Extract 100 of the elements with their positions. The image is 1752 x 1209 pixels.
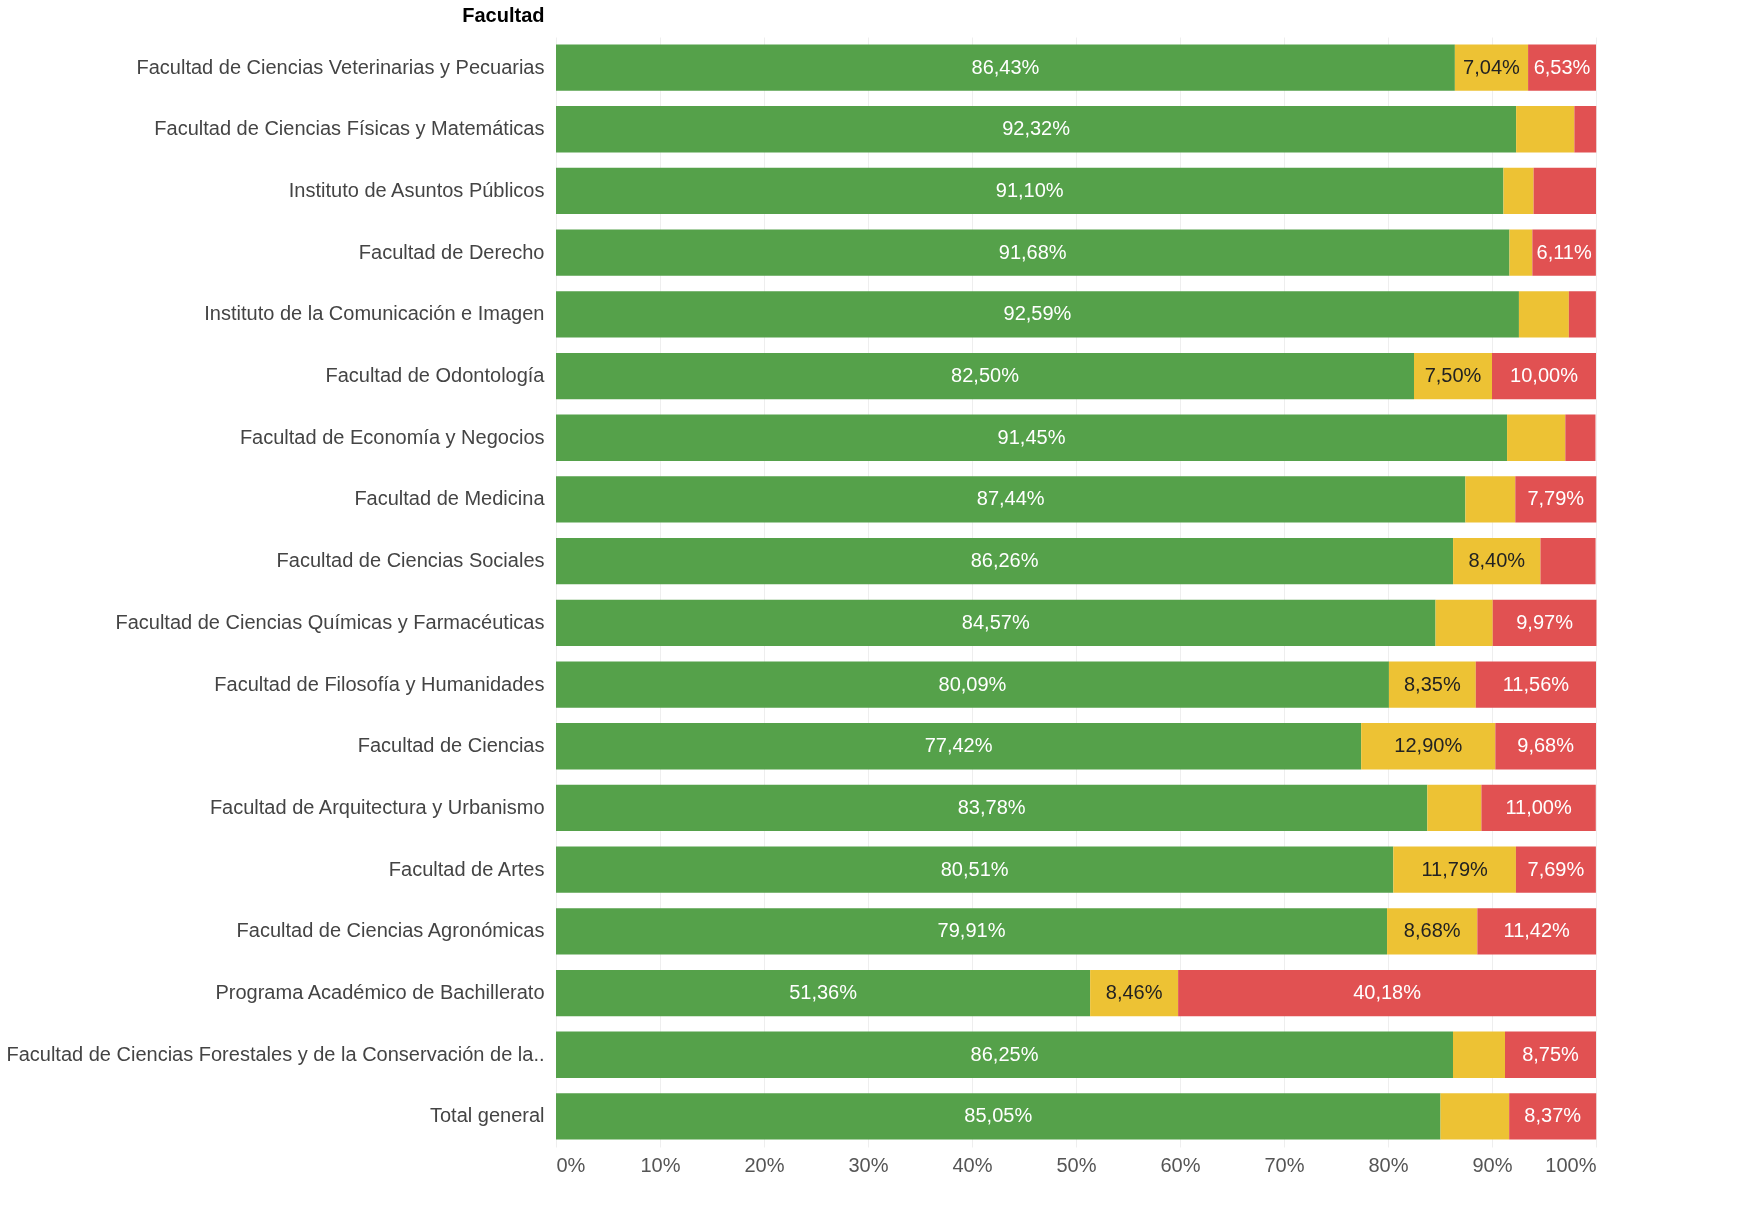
bar xyxy=(1533,167,1596,215)
bar xyxy=(556,352,1414,400)
bar xyxy=(1361,723,1496,770)
data-label: 6,53% xyxy=(1533,55,1591,78)
data-label: 86,25% xyxy=(970,1042,1039,1065)
bar xyxy=(1518,291,1569,338)
data-label: 8,37% xyxy=(1524,1104,1582,1127)
y-tick-label: Instituto de la Comunicación e Imagen xyxy=(204,302,545,325)
data-label: 86,26% xyxy=(970,549,1039,572)
bar xyxy=(556,661,1389,708)
data-label: 92,32% xyxy=(1002,117,1071,140)
bar xyxy=(1495,723,1596,770)
x-tick-label: 60% xyxy=(1160,1153,1201,1176)
bar xyxy=(1505,1031,1596,1078)
bar xyxy=(556,784,1428,832)
x-tick-label: 0% xyxy=(556,1153,586,1176)
y-tick-label: Facultad de Ciencias xyxy=(357,734,545,757)
bar xyxy=(1435,599,1493,646)
y-tick-label: Facultad de Ciencias Sociales xyxy=(276,549,545,572)
data-label: 80,51% xyxy=(940,857,1009,880)
data-label: 85,05% xyxy=(964,1104,1033,1127)
data-label: 7,04% xyxy=(1463,55,1521,78)
bar xyxy=(1477,908,1597,955)
data-label: 11,79% xyxy=(1421,857,1488,880)
data-label: 9,97% xyxy=(1516,610,1574,633)
data-label: 80,09% xyxy=(938,672,1007,695)
data-label: 91,68% xyxy=(998,240,1067,263)
data-label: 11,56% xyxy=(1502,672,1570,695)
bar xyxy=(1509,229,1533,276)
y-tick-label: Facultad de Filosofía y Humanidades xyxy=(214,672,545,695)
x-tick-label: 70% xyxy=(1264,1153,1305,1176)
x-tick-label: 20% xyxy=(744,1153,785,1176)
data-label: 77,42% xyxy=(924,734,993,757)
bar xyxy=(1540,538,1596,585)
y-tick-label: Facultad de Economía y Negocios xyxy=(239,425,545,448)
y-tick-label: Facultad de Derecho xyxy=(358,240,545,263)
bar xyxy=(1454,44,1529,91)
bar xyxy=(1481,784,1596,832)
bar xyxy=(556,723,1362,770)
bar xyxy=(1565,414,1596,461)
bar xyxy=(556,44,1455,91)
data-label: 79,91% xyxy=(937,919,1006,942)
bar xyxy=(1453,1031,1505,1078)
data-label: 86,43% xyxy=(971,55,1040,78)
bar xyxy=(1503,167,1534,215)
bar xyxy=(1393,846,1516,893)
data-label: 8,68% xyxy=(1403,919,1461,942)
x-tick-label: 80% xyxy=(1368,1153,1409,1176)
bar xyxy=(556,106,1517,153)
bar xyxy=(556,599,1436,646)
data-label: 7,79% xyxy=(1527,487,1585,510)
y-axis-title: Facultad xyxy=(462,3,545,26)
bar xyxy=(556,538,1454,585)
data-label: 7,50% xyxy=(1424,364,1482,387)
bar xyxy=(556,476,1466,523)
data-label: 11,00% xyxy=(1505,795,1572,818)
bar xyxy=(556,1093,1441,1140)
y-tick-label: Facultad de Arquitectura y Urbanismo xyxy=(209,795,545,818)
x-tick-label: 40% xyxy=(952,1153,993,1176)
bar xyxy=(1178,969,1596,1017)
data-label: 9,68% xyxy=(1517,734,1575,757)
data-label: 8,75% xyxy=(1522,1042,1580,1065)
data-label: 6,11% xyxy=(1536,240,1592,263)
bar xyxy=(1475,661,1596,708)
bar xyxy=(556,414,1508,461)
y-tick-label: Facultad de Ciencias Forestales y de la Conservación de la.. xyxy=(6,1042,545,1065)
data-label: 84,57% xyxy=(961,610,1030,633)
data-label: 92,59% xyxy=(1003,302,1072,325)
data-label: 91,45% xyxy=(997,425,1066,448)
bar xyxy=(556,846,1394,893)
x-tick-label: 30% xyxy=(848,1153,889,1176)
x-tick-label: 90% xyxy=(1472,1153,1513,1176)
bar xyxy=(556,969,1091,1017)
data-label: 11,42% xyxy=(1503,919,1571,942)
bar xyxy=(556,908,1388,955)
y-tick-label: Facultad de Ciencias Veterinarias y Pecuarias xyxy=(136,55,545,78)
x-tick-label: 100% xyxy=(1545,1153,1597,1176)
bar xyxy=(556,229,1510,276)
y-tick-label: Total general xyxy=(429,1104,545,1127)
x-tick-label: 10% xyxy=(640,1153,681,1176)
data-label: 8,35% xyxy=(1404,672,1461,695)
y-tick-label: Facultad de Ciencias Físicas y Matemáticas xyxy=(154,117,545,140)
data-label: 8,46% xyxy=(1105,981,1163,1004)
y-tick-label: Facultad de Odontología xyxy=(325,364,546,387)
x-tick-label: 50% xyxy=(1056,1153,1097,1176)
y-tick-label: Facultad de Ciencias Químicas y Farmacéuticas xyxy=(115,610,545,633)
bar xyxy=(1465,476,1516,523)
y-tick-label: Programa Académico de Bachillerato xyxy=(215,981,545,1004)
data-label: 51,36% xyxy=(789,981,858,1004)
y-tick-label: Instituto de Asuntos Públicos xyxy=(288,178,545,201)
data-label: 7,69% xyxy=(1527,857,1585,880)
y-tick-label: Facultad de Artes xyxy=(388,857,545,880)
data-label: 10,00% xyxy=(1510,364,1579,387)
bar xyxy=(1574,106,1597,153)
data-label: 82,50% xyxy=(951,364,1020,387)
data-label: 83,78% xyxy=(957,795,1026,818)
bar xyxy=(556,167,1504,215)
bar xyxy=(1440,1093,1510,1140)
y-tick-label: Facultad de Medicina xyxy=(354,487,546,510)
bar xyxy=(1492,599,1597,646)
